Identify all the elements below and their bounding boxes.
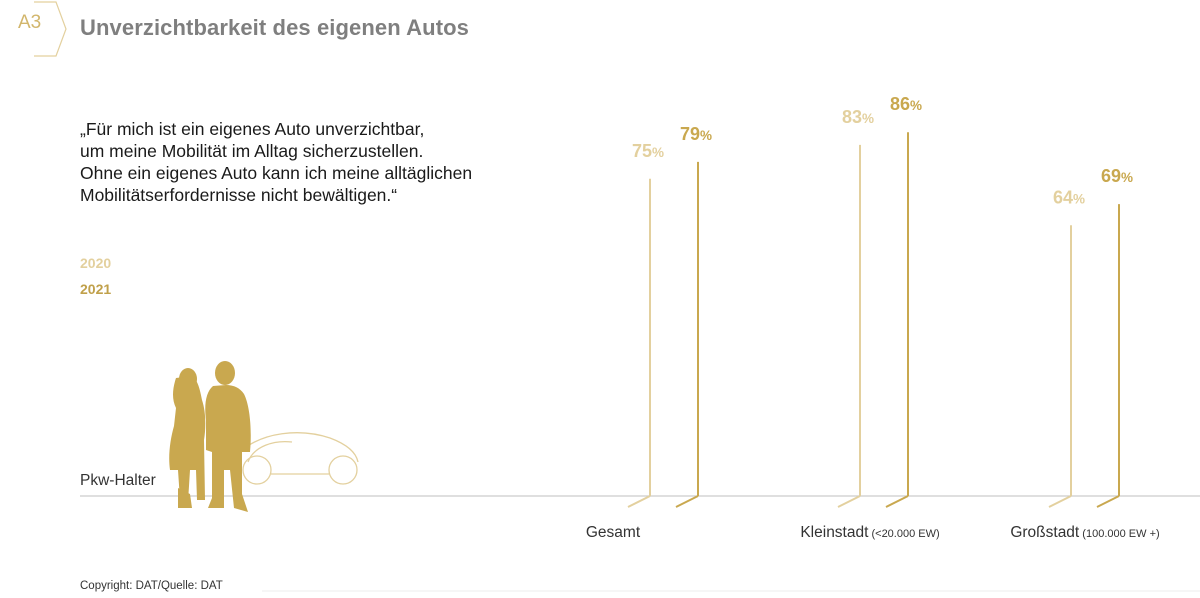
badge-chevron-icon: [34, 1, 67, 57]
data-label-2020: 64%: [1053, 187, 1085, 207]
people-car-silhouette-icon: [169, 361, 359, 512]
legend-2020: 2020: [80, 255, 112, 271]
bar-foot-2021: [885, 495, 909, 508]
bar-foot-2020: [627, 495, 651, 508]
bar-foot-2020: [1048, 495, 1072, 508]
data-label-2021: 86%: [890, 94, 922, 114]
quote-text: „Für mich ist ein eigenes Auto unverzich…: [80, 118, 550, 206]
bar-foot-2020: [837, 495, 861, 508]
chart-badge: A3: [18, 12, 42, 33]
copyright-text: Copyright: DAT/Quelle: DAT: [80, 580, 223, 592]
category-label: Gesamt: [586, 524, 641, 541]
data-label-2020: 83%: [842, 107, 874, 127]
page-title: Unverzichtbarkeit des eigenen Autos: [80, 15, 470, 40]
bar-foot-2021: [675, 495, 699, 508]
quote-line: Ohne ein eigenes Auto kann ich meine all…: [80, 163, 473, 183]
baseline-label: Pkw-Halter: [80, 472, 156, 489]
category-label: Großstadt (100.000 EW +): [1010, 524, 1159, 541]
quote-line: Mobilitätserfordernisse nicht bewältigen…: [80, 185, 398, 205]
category-label: Kleinstadt (<20.000 EW): [800, 524, 939, 541]
quote-line: um meine Mobilität im Alltag sicherzuste…: [80, 141, 424, 161]
data-label-2021: 79%: [680, 124, 712, 144]
legend-2021: 2021: [80, 281, 112, 297]
quote-line: „Für mich ist ein eigenes Auto unverzich…: [80, 119, 425, 139]
bar-foot-2021: [1096, 495, 1120, 508]
data-label-2021: 69%: [1101, 166, 1133, 186]
data-label-2020: 75%: [632, 141, 664, 161]
